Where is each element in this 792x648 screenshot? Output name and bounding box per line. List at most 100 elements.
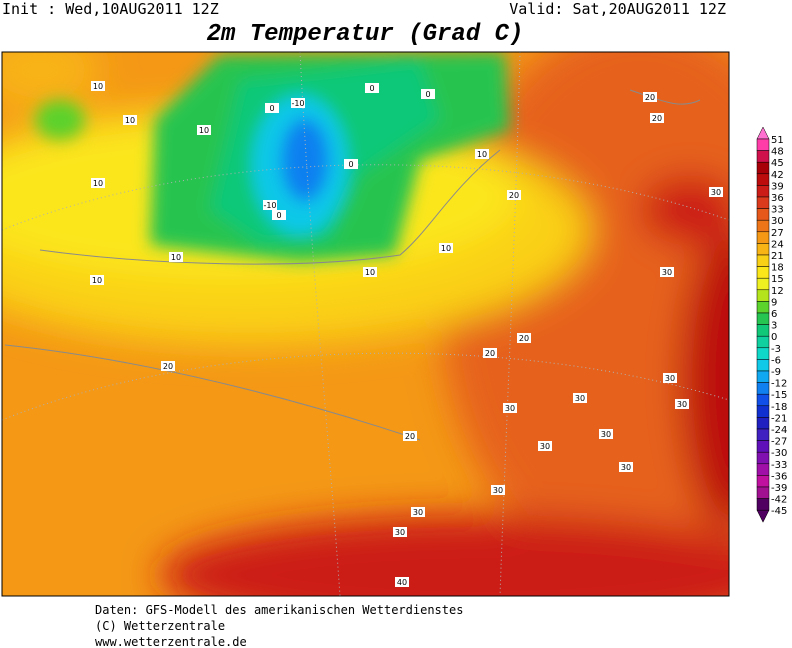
contour-label: 30 <box>663 373 677 383</box>
contour-label-box <box>395 577 409 587</box>
contour-label-text: 30 <box>711 188 721 197</box>
contour-label-text: 0 <box>269 104 274 113</box>
colorbar-label: 6 <box>771 309 777 320</box>
contour-label-box <box>344 159 358 169</box>
contour-label-text: 10 <box>171 253 181 262</box>
colorbar-label: -6 <box>771 355 781 366</box>
colorbar-label: 45 <box>771 158 784 169</box>
colorbar-box <box>756 417 770 430</box>
colorbar-label: 42 <box>771 170 784 181</box>
colorbar-label: 39 <box>771 181 784 192</box>
colorbar-label: -30 <box>771 448 787 459</box>
colorbar-label: 27 <box>771 228 784 239</box>
contour-label-text: 0 <box>369 84 374 93</box>
colorbar-box <box>756 173 770 186</box>
contour-label-box <box>123 115 137 125</box>
contour-label-box <box>660 267 674 277</box>
contour-label-box <box>169 252 183 262</box>
colorbar-label: 18 <box>771 263 784 274</box>
colorbar-label: -27 <box>771 437 787 448</box>
colorbar-box <box>756 359 770 372</box>
contour-label-box <box>475 149 489 159</box>
contour-label: 0 <box>365 83 379 93</box>
contour-label: 20 <box>650 113 664 123</box>
colorbar-label: -42 <box>771 495 787 506</box>
colorbar-arrow <box>756 509 770 523</box>
colorbar-box <box>756 347 770 360</box>
colorbar-box <box>756 451 770 465</box>
colorbar-label: 30 <box>771 216 784 227</box>
colorbar-box <box>756 254 770 267</box>
colorbar-box <box>756 266 770 279</box>
colorbar-label: 51 <box>771 135 784 146</box>
colorbar-box <box>756 161 770 175</box>
contour-label-text: 30 <box>665 374 675 383</box>
contour-label: 20 <box>643 92 657 102</box>
valid-time: Valid: Sat,20AUG2011 12Z <box>509 0 726 18</box>
contour-label-box <box>393 527 407 537</box>
contour-label-box <box>263 200 277 210</box>
colorbar-label: -18 <box>771 402 787 413</box>
contour-label-text: 0 <box>276 211 281 220</box>
contour-label: 30 <box>709 187 723 197</box>
contour-label-box <box>599 429 613 439</box>
colorbar-label: -45 <box>771 506 787 517</box>
contour-label: 30 <box>660 267 674 277</box>
contour-label: 0 <box>421 89 435 99</box>
colorbar-box <box>756 208 770 221</box>
colorbar-label: -24 <box>771 425 787 436</box>
contour-label: 10 <box>90 275 104 285</box>
contour-label-box <box>161 361 175 371</box>
contour-label-box <box>272 210 286 220</box>
contour-label-box <box>365 83 379 93</box>
contour-label-text: 10 <box>477 150 487 159</box>
contour-label: 10 <box>363 267 377 277</box>
colorbar-label: -33 <box>771 460 787 471</box>
contour-label-box <box>90 275 104 285</box>
colorbar-label: -12 <box>771 379 787 390</box>
colorbar-label: 48 <box>771 147 784 158</box>
contour-label-box <box>643 92 657 102</box>
temperature-field <box>2 52 729 596</box>
contour-label-text: 40 <box>397 578 407 587</box>
contour-label-box <box>403 431 417 441</box>
contour-label-box <box>265 103 279 113</box>
colorbar-box <box>756 405 770 418</box>
contour-label-box <box>573 393 587 403</box>
footer-line: www.wetterzentrale.de <box>95 635 247 648</box>
contour-label-text: -10 <box>263 201 276 210</box>
contour-label-text: 30 <box>601 430 611 439</box>
colorbar-box <box>756 382 770 395</box>
colorbar-label: -39 <box>771 483 787 494</box>
colorbar-label: 12 <box>771 286 784 297</box>
contour-label-text: 20 <box>485 349 495 358</box>
colorbar-box <box>756 277 770 291</box>
contour-label: 0 <box>272 210 286 220</box>
contour-label: 30 <box>393 527 407 537</box>
contour-label-text: 20 <box>652 114 662 123</box>
colorbar-arrow <box>756 126 770 140</box>
colorbar-box <box>756 231 770 244</box>
colorbar-label: 21 <box>771 251 784 262</box>
contour-label: 10 <box>91 178 105 188</box>
contour-label-text: 20 <box>405 432 415 441</box>
contour-label: 20 <box>483 348 497 358</box>
contour-label-text: 20 <box>163 362 173 371</box>
colorbar-label: 33 <box>771 205 784 216</box>
contour-label-box <box>411 507 425 517</box>
contour-label-text: 30 <box>493 486 503 495</box>
contour-label: 30 <box>538 441 552 451</box>
colorbar-label: -9 <box>771 367 781 378</box>
contour-label-text: 10 <box>199 126 209 135</box>
contour-label-text: 20 <box>645 93 655 102</box>
contour-label: 10 <box>475 149 489 159</box>
contour-label-text: 30 <box>662 268 672 277</box>
colorbar-label: -36 <box>771 471 787 482</box>
colorbar-box <box>756 312 770 325</box>
contour-label-text: 30 <box>677 400 687 409</box>
colorbar-label: 36 <box>771 193 784 204</box>
map-frame <box>1 51 730 597</box>
contour-label-text: 10 <box>441 244 451 253</box>
contour-label-text: 10 <box>125 116 135 125</box>
footer-line: Daten: GFS-Modell des amerikanischen Wet… <box>95 603 463 617</box>
